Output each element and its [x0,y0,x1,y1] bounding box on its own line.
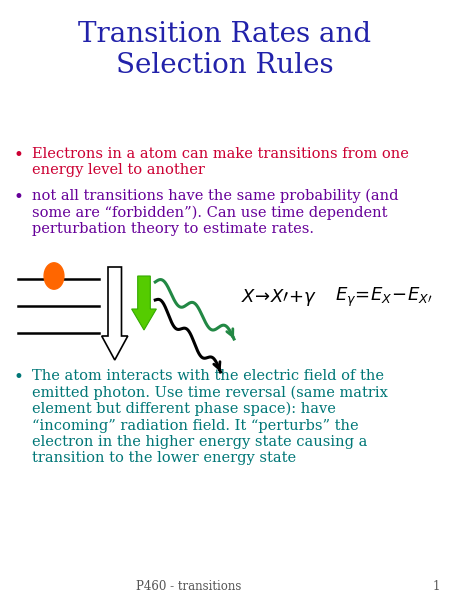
Text: Transition Rates and
Selection Rules: Transition Rates and Selection Rules [78,21,372,79]
Text: Electrons in a atom can make transitions from one
energy level to another: Electrons in a atom can make transitions… [32,147,409,177]
Text: 1: 1 [433,580,440,593]
FancyArrow shape [102,267,128,360]
FancyArrow shape [131,276,157,330]
Text: $E_{\gamma}\!=\!E_{X}\!-\!E_{X\prime}$: $E_{\gamma}\!=\!E_{X}\!-\!E_{X\prime}$ [335,286,433,308]
Text: •: • [13,369,23,386]
Text: The atom interacts with the electric field of the
emitted photon. Use time rever: The atom interacts with the electric fie… [32,369,387,465]
Text: $X\!\rightarrow\!X\prime\!+\!\gamma$: $X\!\rightarrow\!X\prime\!+\!\gamma$ [241,286,317,307]
Text: P460 - transitions: P460 - transitions [136,580,242,593]
Text: •: • [13,189,23,206]
Text: not all transitions have the same probability (and
some are “forbidden”). Can us: not all transitions have the same probab… [32,189,398,236]
Text: •: • [13,147,23,164]
Circle shape [44,263,64,289]
